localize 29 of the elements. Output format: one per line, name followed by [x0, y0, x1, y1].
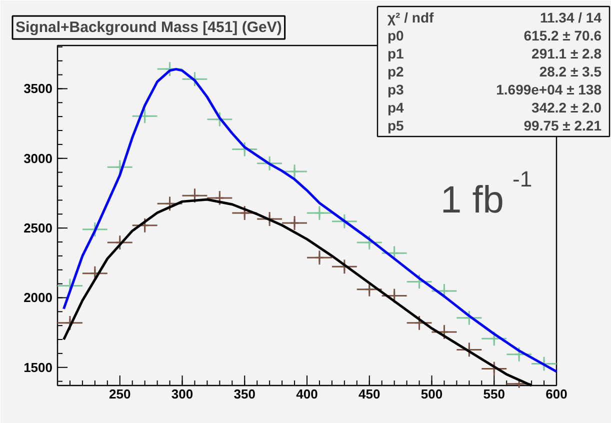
annotation: p5 — [388, 118, 404, 134]
y-tick-label: 3500 — [24, 81, 52, 96]
annotation: 99.75 ± 2.21 — [524, 118, 602, 134]
x-tick-label: 600 — [546, 386, 568, 402]
x-tick-label: 300 — [171, 386, 194, 402]
text: p0 — [388, 28, 404, 44]
annotation: p3 — [388, 82, 404, 98]
annotation: 1.699e+04 ± 138 — [496, 82, 602, 98]
text: χ² / ndf — [388, 10, 434, 26]
annotation: 342.2 ± 2.0 — [532, 100, 602, 116]
x-tick-label: 500 — [420, 386, 443, 402]
x-tick-label: 400 — [296, 386, 318, 402]
annotation: p4 — [388, 100, 404, 116]
y-tick-label: 1500 — [24, 360, 52, 375]
y-tick-label: 2500 — [24, 220, 52, 236]
annotation: 28.2 ± 3.5 — [539, 64, 602, 80]
x-tick-label: 550 — [483, 386, 505, 402]
y-tick-label: 3000 — [24, 150, 52, 166]
text: 615.2 ± 70.6 — [524, 28, 602, 44]
annotation: 1 fb-1 — [440, 166, 532, 222]
annotation: p1 — [388, 46, 404, 62]
annotation: p2 — [388, 64, 404, 80]
annotation: 291.1 ± 2.8 — [532, 46, 602, 62]
chart-title: Signal+Background Mass [451] (GeV) — [16, 19, 282, 36]
text: 11.34 / 14 — [540, 10, 602, 26]
x-tick-label: 350 — [234, 386, 256, 402]
y-tick-label: 2000 — [24, 290, 52, 306]
x-tick-label: 250 — [109, 386, 131, 402]
x-tick-label: 450 — [358, 386, 380, 402]
